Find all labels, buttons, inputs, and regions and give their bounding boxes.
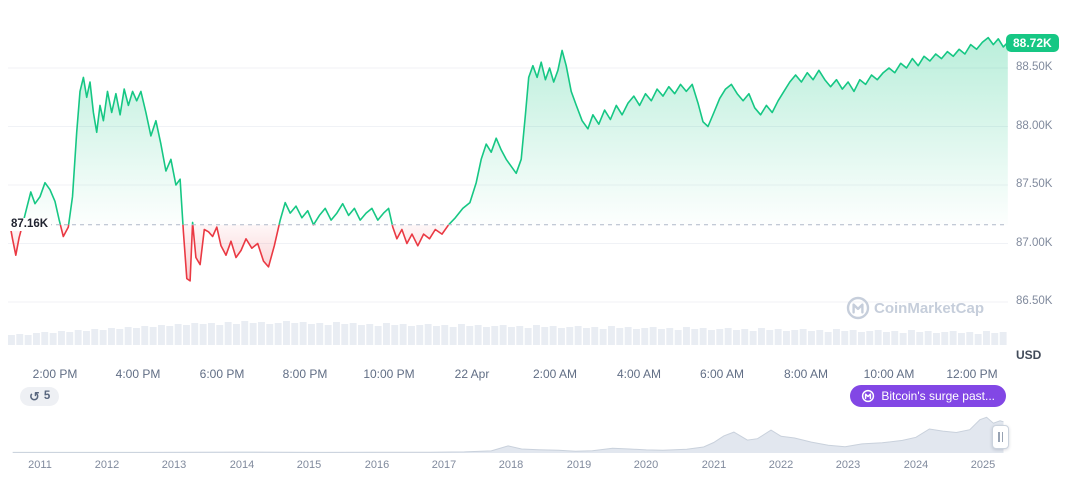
navigator-year-label: 2011 [28, 459, 52, 471]
navigator-chart[interactable] [8, 413, 1008, 453]
navigator-year-label: 2014 [229, 459, 255, 471]
price-axis: 88.50K 88.00K 87.50K 87.00K 86.50K [1012, 0, 1072, 350]
navigator-area-outline [12, 416, 1004, 453]
navigator-year-label: 2016 [364, 459, 390, 471]
x-axis-label: 8:00 PM [282, 367, 328, 381]
live-updates-badge[interactable]: ↺ 5 [20, 387, 60, 406]
navigator-handle[interactable] [992, 425, 1009, 449]
y-axis-label: 88.00K [1016, 119, 1053, 132]
x-axis-label: 10:00 PM [363, 367, 415, 381]
price-area-fills [9, 37, 1008, 281]
time-axis: 2:00 PM 4:00 PM 6:00 PM 8:00 PM 10:00 PM 22 A… [0, 367, 1010, 383]
navigator-year-label: 2017 [431, 459, 457, 471]
main-chart-canvas[interactable]: CoinMarketCap [0, 0, 1010, 350]
currency-unit-label: USD [1016, 348, 1042, 362]
navigator-year-label: 2025 [970, 459, 996, 471]
area-down [9, 224, 1008, 281]
coinmarketcap-logo-icon [846, 296, 870, 320]
x-axis-label: 10:00 AM [863, 367, 915, 381]
price-line [8, 36, 1009, 282]
volume-bars [8, 321, 1007, 345]
navigator-year-label: 2012 [94, 459, 120, 471]
live-updates-count: 5 [43, 390, 51, 402]
x-axis-label: 4:00 AM [616, 367, 662, 381]
x-axis-label: 6:00 PM [199, 367, 245, 381]
y-axis-label: 87.00K [1016, 236, 1053, 249]
y-axis-label: 88.50K [1016, 61, 1053, 73]
x-axis-label: 2:00 PM [32, 367, 78, 381]
navigator-year-label: 2023 [835, 459, 861, 471]
refresh-icon: ↺ [29, 388, 40, 404]
navigator-year-label: 2021 [701, 459, 727, 471]
navigator-year-label: 2018 [498, 459, 524, 471]
area-up [9, 37, 1008, 225]
y-axis-label: 87.50K [1016, 178, 1053, 190]
coinmarketcap-watermark: CoinMarketCap [846, 296, 984, 320]
open-price-label: 87.16K [8, 218, 52, 231]
x-axis-label: 4:00 PM [115, 367, 161, 381]
coinmarketcap-mini-icon [862, 389, 875, 403]
navigator-area [12, 416, 1004, 453]
navigator-year-label: 2024 [903, 459, 929, 471]
navigator-year-label: 2015 [296, 459, 322, 471]
navigator-year-axis: 2011 2012 2013 2014 2015 2016 2017 2018 2019 2020… [0, 459, 1010, 473]
news-annotation-badge[interactable]: Bitcoin's surge past... [850, 385, 1006, 407]
line-up [8, 36, 1009, 225]
navigator-year-label: 2019 [566, 459, 592, 471]
navigator-year-label: 2022 [768, 459, 794, 471]
y-axis-label: 86.50K [1016, 295, 1053, 307]
coinmarketcap-logo-m [852, 303, 864, 314]
navigator-year-label: 2013 [161, 459, 187, 471]
news-annotation-text: Bitcoin's surge past... [881, 389, 995, 403]
navigator-year-label: 2020 [633, 459, 659, 471]
navigator-area-fill [12, 417, 1004, 453]
x-axis-label: 6:00 AM [699, 367, 745, 381]
x-axis-label: 2:00 AM [532, 367, 578, 381]
watermark-text: CoinMarketCap [874, 300, 984, 317]
x-axis-label: 12:00 PM [946, 367, 998, 381]
x-axis-label: 8:00 AM [783, 367, 829, 381]
current-price-badge: 88.72K [1006, 34, 1059, 52]
x-axis-label: 22 Apr [454, 367, 490, 381]
